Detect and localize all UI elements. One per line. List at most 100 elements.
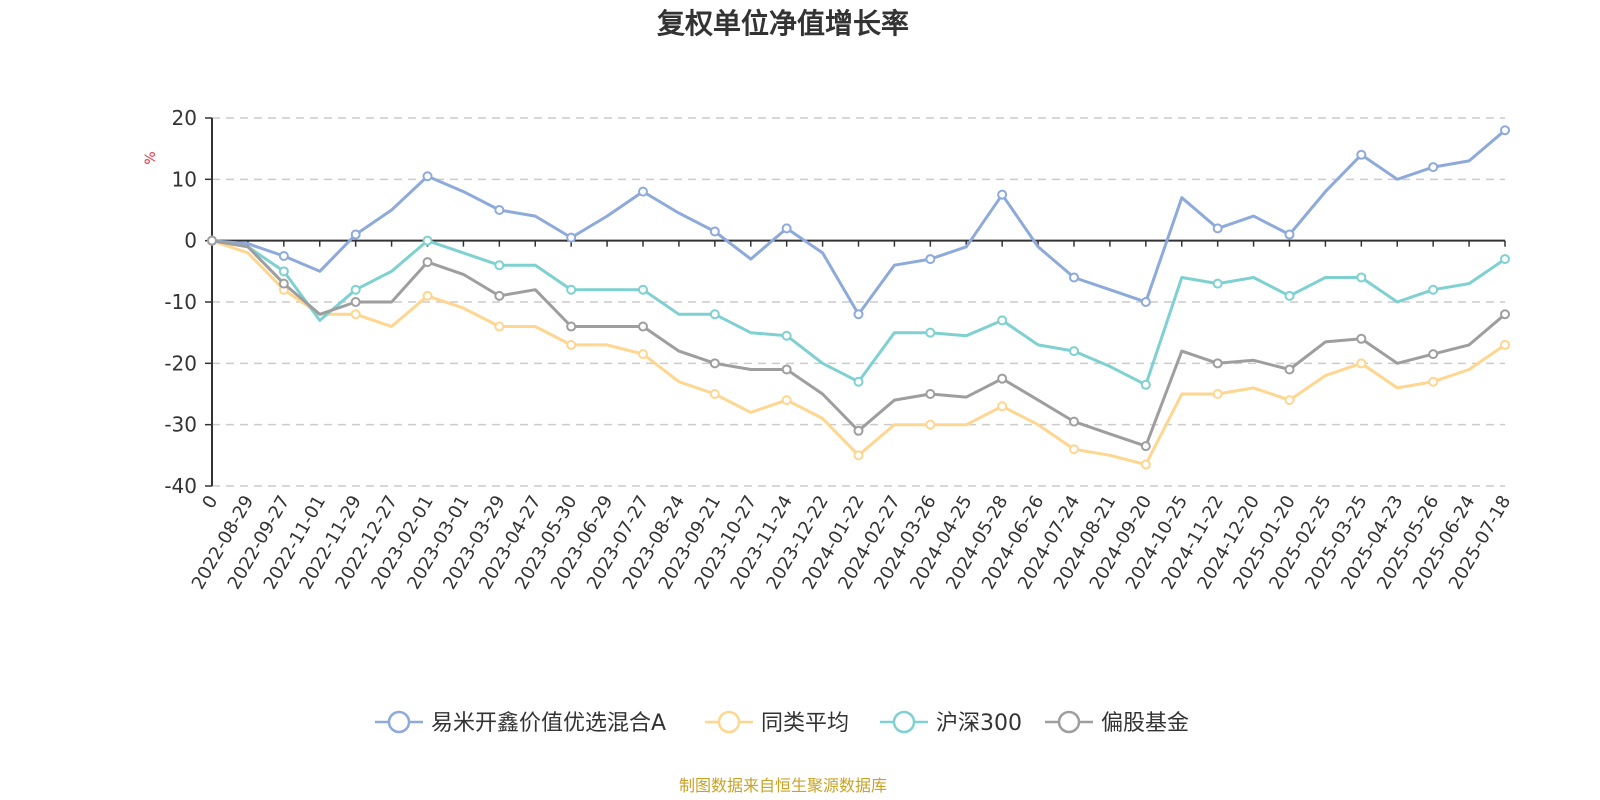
data-point [422, 290, 433, 301]
data-point [278, 278, 289, 289]
data-point [350, 229, 361, 240]
data-point [278, 266, 289, 277]
data-point [853, 309, 864, 320]
chart-title: 复权单位净值增长率 [657, 7, 909, 40]
data-point [1428, 349, 1439, 360]
data-point [494, 205, 505, 215]
legend: 易米开鑫价值优选混合A 同类平均 沪深300 偏股基金 [375, 710, 1189, 736]
data-point [1140, 297, 1151, 307]
y-axis-ticks: 20 10 0 -10 -20 -30 -40 [164, 106, 212, 498]
legend-item: 沪深300 [880, 710, 1022, 736]
data-point [350, 284, 361, 295]
data-point [1500, 254, 1510, 265]
y-tick-label: -30 [164, 413, 197, 437]
data-point [997, 315, 1008, 326]
data-point [278, 251, 289, 261]
series-line [211, 239, 1506, 448]
data-point [1284, 290, 1295, 301]
data-point [638, 321, 648, 332]
y-tick-label: 20 [172, 106, 197, 130]
data-point [566, 284, 577, 295]
data-point [1212, 358, 1223, 369]
data-point [781, 223, 792, 234]
data-point [1140, 379, 1151, 390]
data-point [1069, 444, 1079, 455]
data-point [1356, 149, 1367, 160]
data-point [1069, 272, 1079, 283]
data-point [422, 257, 433, 268]
data-point [350, 297, 361, 307]
y-tick-label: 10 [172, 167, 197, 191]
data-point [1356, 272, 1367, 283]
legend-item: 同类平均 [705, 710, 849, 736]
source-note: 制图数据来自恒生聚源数据库 [679, 776, 887, 795]
data-point [997, 373, 1008, 384]
series-group [207, 125, 1510, 470]
data-point [1069, 416, 1079, 427]
data-point [1140, 441, 1151, 452]
data-point [781, 364, 792, 375]
data-point [925, 389, 936, 399]
data-point [566, 321, 577, 332]
data-point [1069, 346, 1079, 357]
data-point [1212, 223, 1223, 234]
data-point [925, 419, 936, 430]
data-point [1428, 284, 1439, 295]
data-point [494, 321, 505, 332]
data-point [566, 339, 577, 350]
data-point [494, 290, 505, 301]
x-tick-label: 0 [198, 492, 222, 512]
data-point [709, 226, 720, 237]
data-point [1500, 125, 1510, 136]
data-point [709, 389, 720, 399]
data-point [1140, 459, 1151, 470]
legend-label: 偏股基金 [1101, 711, 1189, 736]
legend-label: 沪深300 [936, 711, 1022, 736]
data-point [1428, 162, 1439, 173]
x-axis-ticks: 02022-08-292022-09-272022-11-012022-11-2… [188, 240, 1515, 593]
data-point [1212, 278, 1223, 289]
y-tick-label: 0 [184, 229, 197, 253]
data-point [566, 232, 577, 243]
series-3 [207, 235, 1510, 390]
legend-item: 易米开鑫价值优选混合A [375, 710, 666, 736]
data-point [1284, 395, 1295, 406]
data-point [350, 309, 361, 320]
data-point [709, 358, 720, 369]
data-point [207, 235, 217, 246]
y-axis-unit: % [143, 151, 159, 164]
legend-label: 易米开鑫价值优选混合A [431, 711, 666, 736]
data-point [1284, 364, 1295, 375]
data-point [422, 235, 433, 246]
data-point [709, 309, 720, 320]
data-point [494, 260, 505, 271]
legend-marker [717, 710, 741, 734]
legend-item: 偏股基金 [1045, 710, 1189, 736]
data-point [781, 330, 792, 341]
data-point [853, 450, 864, 461]
data-point [1500, 339, 1510, 350]
data-point [1212, 389, 1223, 399]
legend-marker [1057, 710, 1081, 734]
y-tick-label: -20 [164, 351, 197, 375]
data-point [997, 401, 1008, 412]
data-point [925, 254, 936, 265]
data-point [1356, 333, 1367, 344]
y-tick-label: -10 [164, 290, 197, 314]
series-4 [207, 235, 1510, 452]
data-point [1500, 309, 1510, 320]
data-point [638, 186, 648, 197]
data-point [1428, 376, 1439, 387]
data-point [1284, 229, 1295, 240]
data-point [422, 171, 433, 182]
legend-marker [892, 710, 916, 734]
data-point [781, 395, 792, 406]
data-point [638, 349, 648, 360]
data-point [925, 327, 936, 338]
data-point [853, 425, 864, 436]
data-point [638, 284, 648, 295]
data-point [1356, 358, 1367, 369]
legend-marker [387, 710, 411, 734]
y-tick-label: -40 [164, 474, 197, 498]
